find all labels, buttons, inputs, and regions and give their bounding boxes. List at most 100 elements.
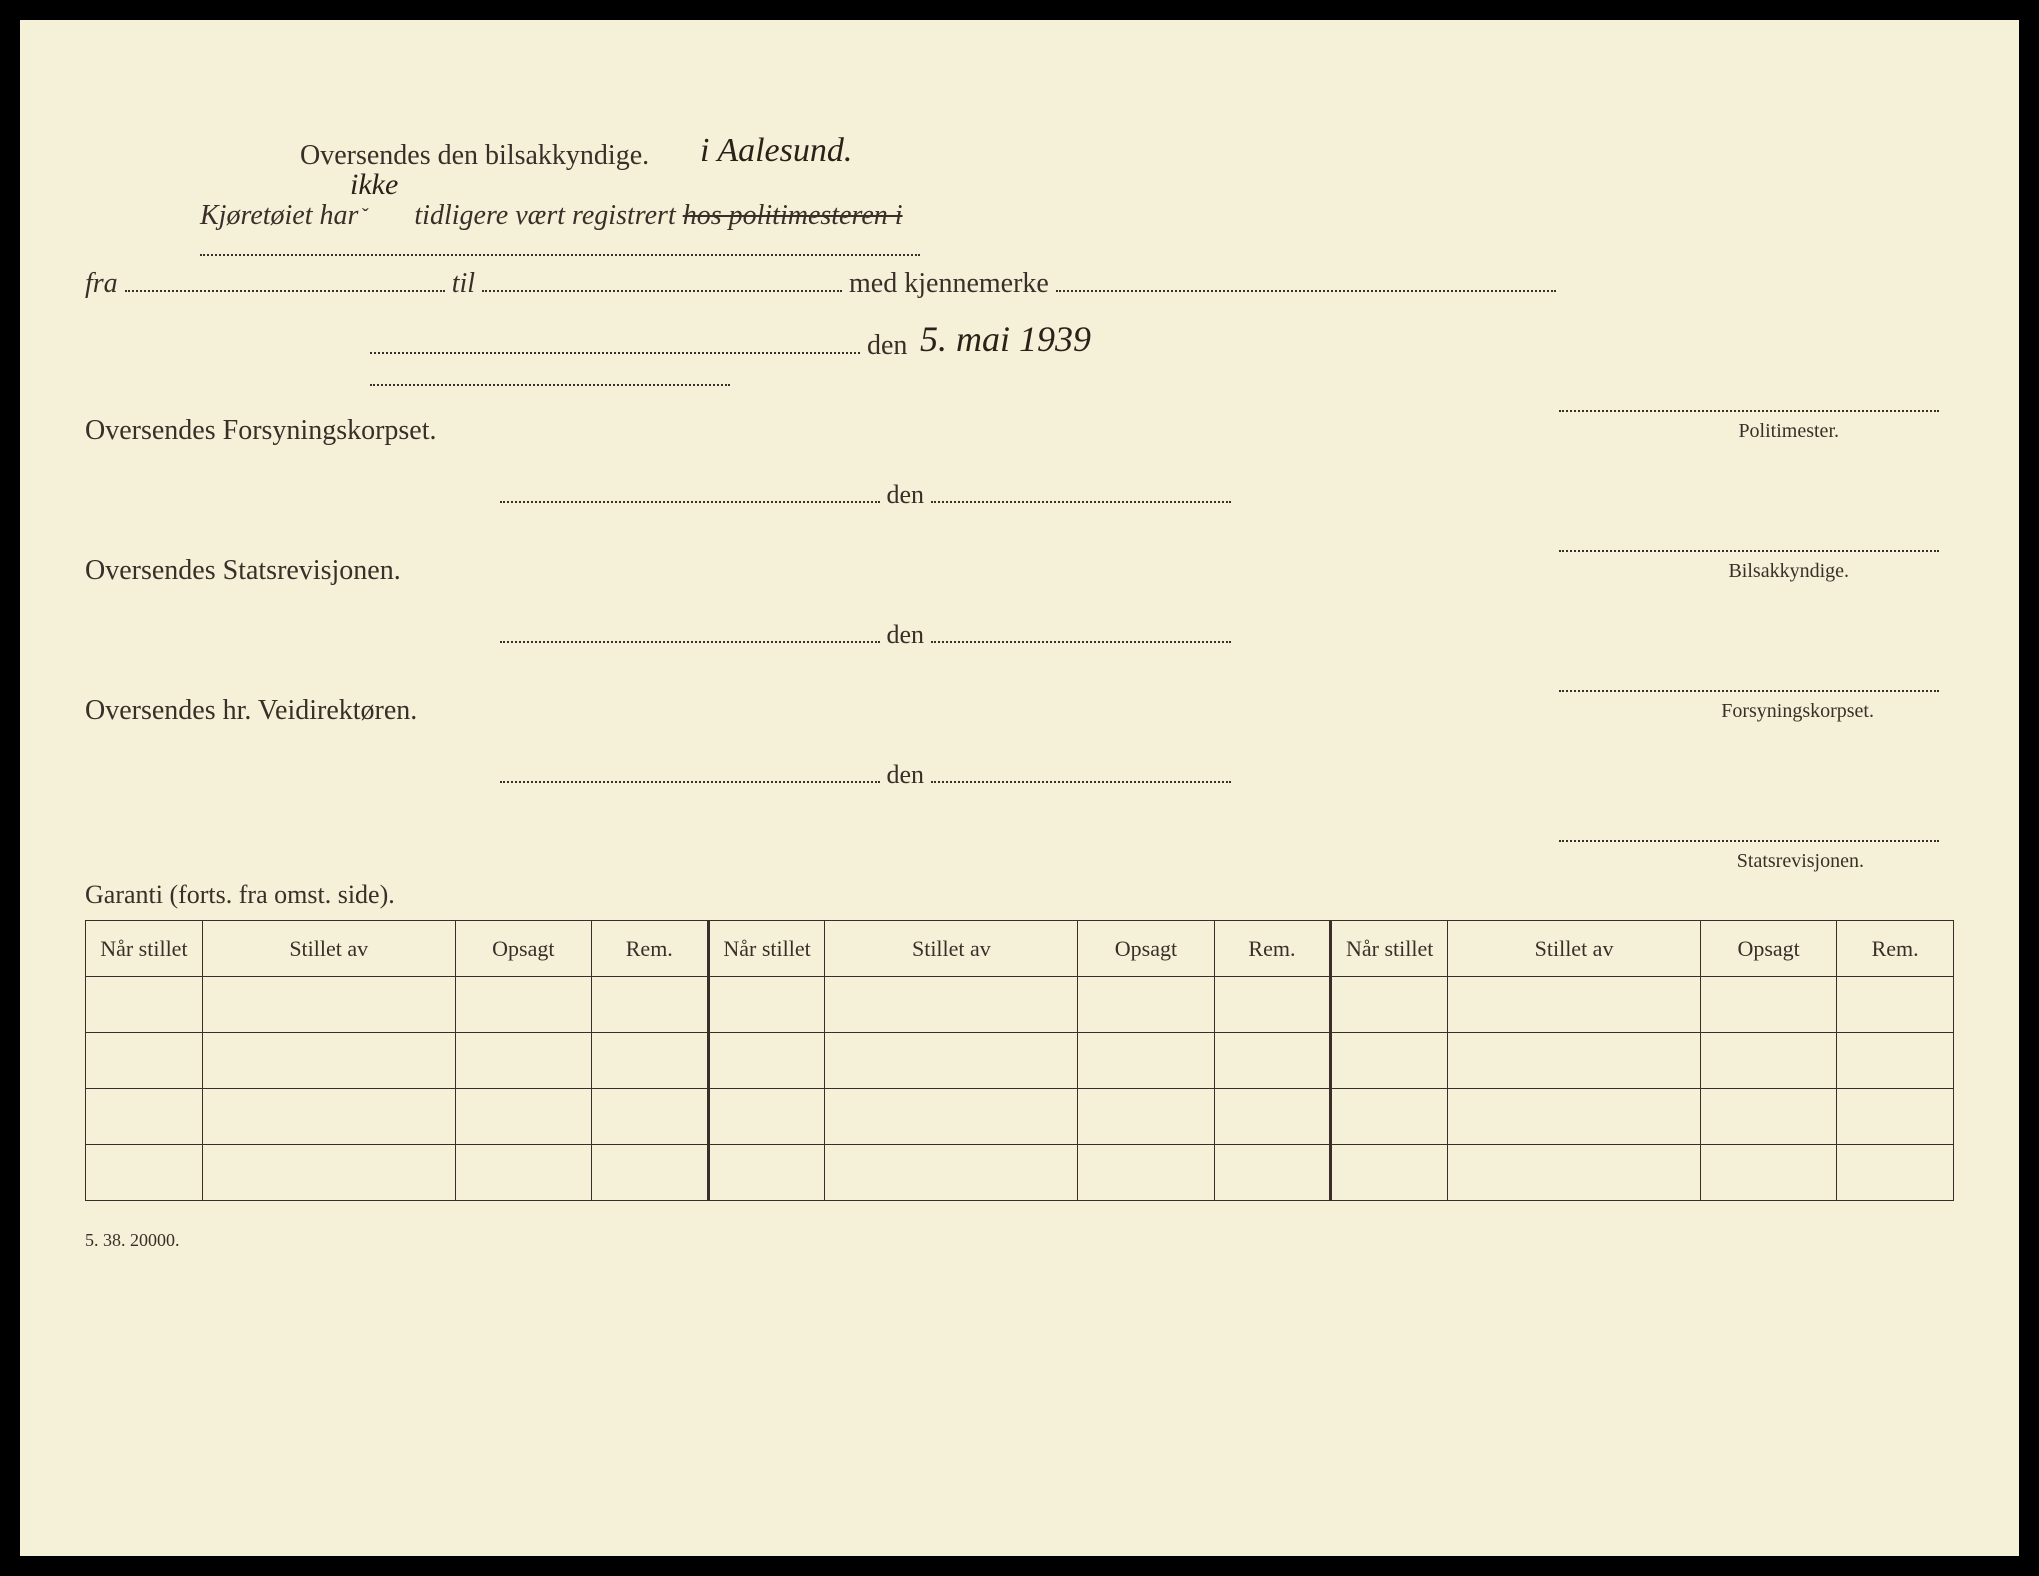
th-rem-1: Rem. [591, 921, 708, 977]
table-cell [1078, 1033, 1214, 1089]
table-cell [1078, 1145, 1214, 1201]
table-cell [591, 1089, 708, 1145]
table-cell [202, 1145, 455, 1201]
den-line-2: den [500, 620, 1250, 650]
fra-fill [125, 290, 445, 292]
line2-fill [200, 254, 920, 256]
place-fill [370, 352, 860, 354]
den-line-3: den [500, 760, 1250, 790]
table-cell [591, 977, 708, 1033]
table-cell [1701, 1033, 1837, 1089]
th-nar-1: Når stillet [86, 921, 203, 977]
garanti-table-wrap: Når stillet Stillet av Opsagt Rem. Når s… [85, 920, 1954, 1201]
table-cell [86, 977, 203, 1033]
th-rem-2: Rem. [1214, 921, 1331, 977]
table-cell [591, 1145, 708, 1201]
table-cell [591, 1033, 708, 1089]
th-stillet-3: Stillet av [1448, 921, 1701, 977]
til-label: til [452, 268, 475, 299]
den3-place [500, 781, 880, 783]
date-line: den [370, 330, 1270, 394]
table-cell [1837, 1089, 1954, 1145]
th-opsagt-2: Opsagt [1078, 921, 1214, 977]
table-cell [1448, 977, 1701, 1033]
table-cell [1214, 1145, 1331, 1201]
den1-date [931, 501, 1231, 503]
table-cell [1448, 1033, 1701, 1089]
sig-line-4 [1559, 840, 1939, 842]
den1-place [500, 501, 880, 503]
sig-label-bilsakkyndige: Bilsakkyndige. [1728, 560, 1849, 583]
table-row [86, 1033, 1954, 1089]
table-header-row: Når stillet Stillet av Opsagt Rem. Når s… [86, 921, 1954, 977]
document-page: Oversendes den bilsakkyndige. i Aalesund… [20, 20, 2019, 1556]
sig-line-2 [1559, 550, 1939, 552]
table-cell [1214, 977, 1331, 1033]
den-label-4: den [887, 760, 925, 789]
form-code: 5. 38. 20000. [85, 1230, 180, 1251]
handwritten-ikke: ikke [350, 168, 398, 202]
table-cell [708, 1089, 825, 1145]
den2-date [931, 641, 1231, 643]
sig-line-1 [1559, 410, 1939, 412]
den-line-1: den [500, 480, 1250, 510]
table-row [86, 977, 1954, 1033]
table-cell [86, 1089, 203, 1145]
handwritten-date: 5. mai 1939 [920, 318, 1091, 360]
med-fill [1056, 290, 1556, 292]
table-cell [1214, 1033, 1331, 1089]
table-cell [1331, 1089, 1448, 1145]
table-cell [1701, 1145, 1837, 1201]
th-opsagt-3: Opsagt [1701, 921, 1837, 977]
table-cell [708, 1145, 825, 1201]
table-cell [86, 1145, 203, 1201]
table-cell [825, 1089, 1078, 1145]
section-veidirektoren: Oversendes hr. Veidirektøren. [85, 695, 417, 727]
table-cell [455, 1033, 591, 1089]
table-cell [708, 1033, 825, 1089]
garanti-table: Når stillet Stillet av Opsagt Rem. Når s… [85, 920, 1954, 1201]
table-cell [825, 1033, 1078, 1089]
table-cell [1331, 1145, 1448, 1201]
header-line-2: Kjøretøiet har tidligere vært registrert… [200, 200, 1600, 264]
handwritten-location: i Aalesund. [700, 132, 852, 170]
garanti-label: Garanti (forts. fra omst. side). [85, 880, 395, 910]
table-body [86, 977, 1954, 1201]
den2-place [500, 641, 880, 643]
table-cell [1837, 1145, 1954, 1201]
table-cell [455, 1145, 591, 1201]
til-fill [482, 290, 842, 292]
sig-label-forsyningskorpset: Forsyningskorpset. [1721, 700, 1874, 723]
sig-label-statsrevisjonen: Statsrevisjonen. [1737, 850, 1864, 873]
line2-struck: hos politimesteren i [683, 200, 903, 231]
section-forsyningskorpset: Oversendes Forsyningskorpset. [85, 415, 437, 447]
sig-label-politimester: Politimester. [1738, 420, 1839, 443]
date-fill [370, 384, 730, 386]
table-cell [1701, 977, 1837, 1033]
med-label: med kjennemerke [849, 268, 1049, 299]
table-cell [1701, 1089, 1837, 1145]
th-stillet-1: Stillet av [202, 921, 455, 977]
section-statsrevisjonen: Oversendes Statsrevisjonen. [85, 555, 401, 587]
table-cell [1078, 977, 1214, 1033]
th-nar-3: Når stillet [1331, 921, 1448, 977]
table-row [86, 1145, 1954, 1201]
table-cell [825, 977, 1078, 1033]
line2-mid: tidligere vært registrert [414, 200, 675, 231]
table-cell [825, 1145, 1078, 1201]
den-label-1: den [867, 330, 907, 361]
table-cell [455, 1089, 591, 1145]
fra-til-line: fra til med kjennemerke [85, 268, 1635, 300]
table-cell [1078, 1089, 1214, 1145]
table-cell [1837, 977, 1954, 1033]
table-cell [1214, 1089, 1331, 1145]
table-cell [1331, 977, 1448, 1033]
sig-line-3 [1559, 690, 1939, 692]
den-label-3: den [887, 620, 925, 649]
table-cell [708, 977, 825, 1033]
table-cell [1837, 1033, 1954, 1089]
den-label-2: den [887, 480, 925, 509]
th-nar-2: Når stillet [708, 921, 825, 977]
table-cell [1448, 1145, 1701, 1201]
fra-label: fra [85, 268, 118, 299]
